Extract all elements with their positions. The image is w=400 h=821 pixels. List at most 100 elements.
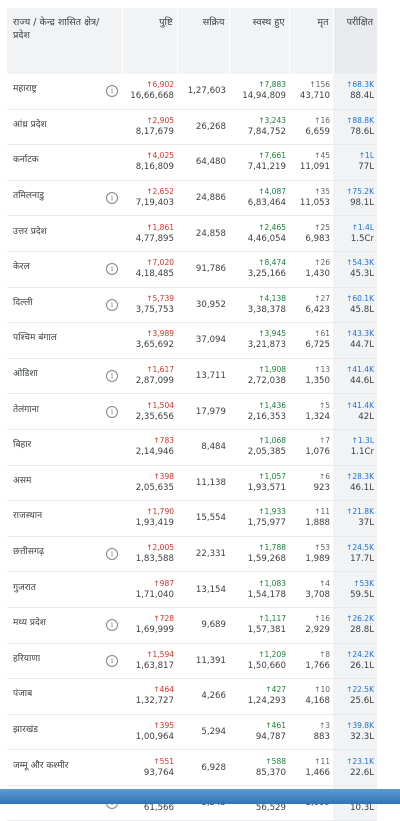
state-name: दिल्ली bbox=[13, 297, 33, 308]
info-circle-icon[interactable]: i bbox=[106, 548, 118, 561]
state-name-cell[interactable]: आंध्र प्रदेश bbox=[7, 109, 122, 146]
table-row[interactable]: तमिलनाडु i ↑2,652 7,19,403 24,886 ↑4,087 6,83,… bbox=[7, 180, 377, 217]
info-circle-icon[interactable]: i bbox=[106, 654, 118, 667]
active-cell: 11,138 bbox=[177, 465, 229, 502]
table-row[interactable]: जम्मू और कश्मीर ↑551 93,764 6,928 ↑588 85,370… bbox=[7, 749, 377, 786]
header-confirmed[interactable]: पुष्टि bbox=[121, 8, 177, 74]
state-name-cell[interactable]: ओडिशा i bbox=[7, 358, 122, 395]
header-state[interactable]: राज्य / केन्द्र शासित क्षेत्र/ प्रदेश bbox=[7, 8, 122, 74]
state-name-cell[interactable]: बिहार bbox=[7, 429, 122, 466]
tested-cell: ↑22.5K 25.6L bbox=[333, 678, 377, 715]
header-tested[interactable]: परीक्षित bbox=[332, 8, 377, 74]
table-row[interactable]: तेलंगाना i ↑1,504 2,35,656 17,979 ↑1,436 2,16,… bbox=[7, 393, 377, 430]
state-name-cell[interactable]: छत्तीसगढ़ i bbox=[7, 536, 122, 573]
table-row[interactable]: आंध्र प्रदेश ↑2,905 8,17,679 26,268 ↑3,243 7,… bbox=[7, 109, 377, 146]
state-name: आंध्र प्रदेश bbox=[13, 119, 47, 130]
info-circle-icon[interactable]: i bbox=[106, 192, 118, 205]
state-name: असम bbox=[13, 475, 32, 486]
state-name-cell[interactable]: पंजाब bbox=[7, 678, 122, 715]
state-name-cell[interactable]: तेलंगाना i bbox=[7, 393, 122, 430]
recovered-delta: ↑1,083 bbox=[258, 578, 286, 588]
confirmed-delta: ↑783 bbox=[153, 436, 174, 446]
table-row[interactable]: ओडिशा i ↑1,617 2,87,099 13,711 ↑1,908 2,72,038… bbox=[7, 358, 377, 395]
table-row[interactable]: कर्नाटक ↑4,025 8,16,809 64,480 ↑7,661 7,41,21… bbox=[7, 144, 377, 181]
state-name: पंजाब bbox=[13, 689, 33, 700]
state-name-cell[interactable]: राजस्थान bbox=[7, 500, 122, 537]
tested-cell: ↑26.2K 28.8L bbox=[333, 607, 377, 644]
table-row[interactable]: पश्चिम बंगाल ↑3,989 3,65,692 37,094 ↑3,945 3,… bbox=[7, 322, 377, 359]
state-name: गुजरात bbox=[13, 582, 36, 593]
table-row[interactable]: पंजाब ↑464 1,32,727 4,266 ↑427 1,24,293 ↑10 4,1… bbox=[7, 678, 377, 715]
info-circle-icon[interactable]: i bbox=[106, 85, 118, 98]
state-name-cell[interactable]: गुजरात bbox=[7, 571, 122, 608]
info-circle-icon[interactable]: i bbox=[106, 619, 118, 632]
tested-value: 77L bbox=[358, 162, 374, 173]
confirmed-delta: ↑7,020 bbox=[146, 258, 174, 268]
recovered-delta: ↑1,068 bbox=[258, 436, 286, 446]
tested-delta: ↑53K bbox=[353, 578, 374, 588]
deaths-delta: ↑6 bbox=[318, 471, 330, 481]
tested-cell: ↑28.3K 46.1L bbox=[333, 465, 377, 502]
state-name-cell[interactable]: असम bbox=[7, 465, 122, 502]
info-circle-icon[interactable]: i bbox=[106, 405, 118, 418]
table-row[interactable]: झारखंड ↑395 1,00,964 5,294 ↑461 94,787 ↑3 883 ↑3… bbox=[7, 714, 377, 751]
active-cell: 6,928 bbox=[177, 749, 229, 786]
confirmed-value: 16,66,668 bbox=[130, 91, 174, 102]
info-circle-icon[interactable]: i bbox=[106, 263, 118, 276]
state-name: मध्य प्रदेश bbox=[13, 618, 46, 629]
tested-value: 59.5L bbox=[350, 589, 374, 600]
table-row[interactable]: केरल i ↑7,020 4,18,485 91,786 ↑8,474 3,25,166 ↑… bbox=[7, 251, 377, 288]
state-name-cell[interactable]: दिल्ली i bbox=[7, 287, 122, 324]
table-row[interactable]: हरियाणा i ↑1,594 1,63,817 11,391 ↑1,209 1,50,6… bbox=[7, 643, 377, 680]
tested-delta: ↑1L bbox=[358, 151, 374, 161]
active-value: 11,138 bbox=[195, 477, 226, 488]
state-name-cell[interactable]: कर्नाटक bbox=[7, 144, 122, 181]
table-row[interactable]: राजस्थान ↑1,790 1,93,419 15,554 ↑1,933 1,75,9… bbox=[7, 500, 377, 537]
tested-delta: ↑21.8K bbox=[346, 507, 374, 517]
recovered-cell: ↑588 85,370 bbox=[229, 749, 289, 786]
table-body: महाराष्ट्र i ↑6,902 16,66,668 1,27,603 ↑7,883… bbox=[7, 74, 377, 821]
table-row[interactable]: गुजरात ↑987 1,71,040 13,154 ↑1,083 1,54,178 ↑4… bbox=[7, 571, 377, 608]
table-row[interactable]: दिल्ली i ↑5,739 3,75,753 30,952 ↑4,138 3,38,37… bbox=[7, 287, 377, 324]
tested-delta: ↑26.2K bbox=[346, 614, 374, 624]
table-row[interactable]: असम ↑398 2,05,635 11,138 ↑1,057 1,93,571 ↑6 923… bbox=[7, 465, 377, 502]
active-cell: 1,27,603 bbox=[177, 74, 229, 110]
header-deaths[interactable]: मृत bbox=[288, 8, 333, 74]
table-row[interactable]: छत्तीसगढ़ i ↑2,005 1,83,588 22,331 ↑1,788 1,59… bbox=[7, 536, 377, 573]
state-name-cell[interactable]: जम्मू और कश्मीर bbox=[7, 749, 122, 786]
confirmed-cell: ↑2,005 1,83,588 bbox=[122, 536, 177, 573]
confirmed-value: 7,19,403 bbox=[135, 198, 174, 209]
state-name-cell[interactable]: उत्तर प्रदेश bbox=[7, 215, 122, 252]
table-row[interactable]: महाराष्ट्र i ↑6,902 16,66,668 1,27,603 ↑7,883… bbox=[7, 74, 377, 110]
state-name-cell[interactable]: पश्चिम बंगाल bbox=[7, 322, 122, 359]
state-name-cell[interactable]: तमिलनाडु i bbox=[7, 180, 122, 217]
table-row[interactable]: उत्तर प्रदेश ↑1,861 4,77,895 24,858 ↑2,465 4,… bbox=[7, 215, 377, 252]
tested-cell: ↑1.3L 1.1Cr bbox=[333, 429, 377, 466]
recovered-value: 2,72,038 bbox=[247, 376, 286, 387]
state-name: कर्नाटक bbox=[13, 155, 39, 166]
active-cell: 22,331 bbox=[177, 536, 229, 573]
deaths-cell: ↑7 1,076 bbox=[289, 429, 333, 466]
recovered-value: 3,25,166 bbox=[247, 269, 286, 280]
header-recovered[interactable]: स्वस्थ हुए bbox=[228, 8, 289, 74]
state-name-cell[interactable]: महाराष्ट्र i bbox=[7, 74, 122, 110]
table-row[interactable]: मध्य प्रदेश i ↑728 1,69,999 9,689 ↑1,117 1,57,… bbox=[7, 607, 377, 644]
tested-cell: ↑21.8K 37L bbox=[333, 500, 377, 537]
deaths-cell: ↑6 923 bbox=[289, 465, 333, 502]
header-active[interactable]: सक्रिय bbox=[176, 8, 229, 74]
recovered-cell: ↑461 94,787 bbox=[229, 714, 289, 751]
recovered-cell: ↑4,138 3,38,378 bbox=[229, 287, 289, 324]
state-name-cell[interactable]: केरल i bbox=[7, 251, 122, 288]
recovered-delta: ↑8,474 bbox=[258, 258, 286, 268]
confirmed-delta: ↑3,989 bbox=[146, 329, 174, 339]
state-name: उत्तर प्रदेश bbox=[13, 226, 47, 237]
confirmed-value: 1,93,419 bbox=[135, 518, 174, 529]
state-name-cell[interactable]: हरियाणा i bbox=[7, 643, 122, 680]
state-name-cell[interactable]: झारखंड bbox=[7, 714, 122, 751]
table-row[interactable]: बिहार ↑783 2,14,946 8,484 ↑1,068 2,05,385 ↑7 1,… bbox=[7, 429, 377, 466]
state-name-cell[interactable]: मध्य प्रदेश i bbox=[7, 607, 122, 644]
deaths-value: 43,710 bbox=[299, 91, 330, 102]
info-circle-icon[interactable]: i bbox=[106, 298, 118, 311]
info-circle-icon[interactable]: i bbox=[106, 370, 118, 383]
recovered-cell: ↑1,209 1,50,660 bbox=[229, 643, 289, 680]
